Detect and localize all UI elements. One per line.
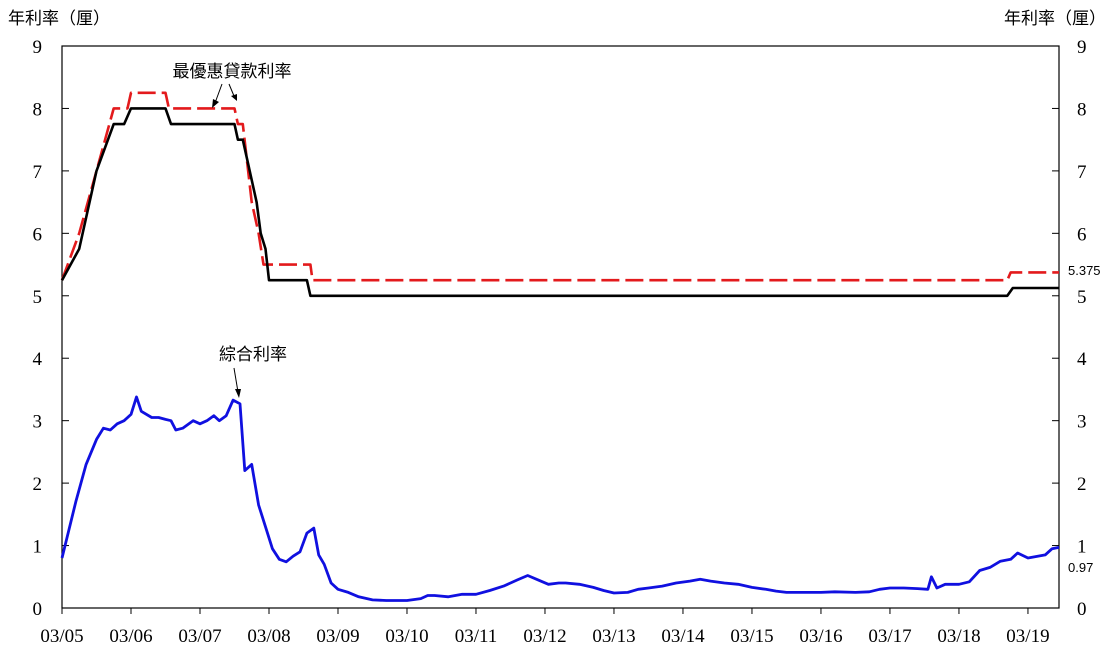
annotation-composite-arrow bbox=[233, 367, 241, 398]
right-y-axis: 0 1 2 3 4 5 6 7 8 9 bbox=[1052, 37, 1087, 620]
left-y-axis: 0 1 2 3 4 5 6 7 8 9 bbox=[33, 37, 69, 620]
left-y-tick-label: 0 bbox=[33, 599, 43, 620]
series-line-prime_low bbox=[60, 107, 1059, 298]
plot-frame bbox=[61, 45, 1060, 609]
x-tick-label: 03/11 bbox=[455, 626, 498, 647]
left-y-tick-label: 8 bbox=[33, 99, 43, 120]
left-y-tick-label: 5 bbox=[33, 287, 43, 308]
right-y-tick-label: 7 bbox=[1077, 162, 1087, 183]
left-y-tick-label: 6 bbox=[33, 224, 43, 245]
left-y-tick-label: 9 bbox=[33, 37, 43, 58]
right-y-tick-label: 0 bbox=[1077, 599, 1087, 620]
series-line-composite bbox=[60, 395, 1060, 602]
x-tick-label: 03/07 bbox=[178, 626, 221, 647]
left-y-tick-label: 2 bbox=[33, 474, 43, 495]
x-tick-label: 03/14 bbox=[661, 626, 705, 647]
x-tick-label: 03/06 bbox=[109, 626, 152, 647]
x-tick-label: 03/13 bbox=[592, 626, 635, 647]
annotation-prime-arrows bbox=[212, 83, 237, 108]
left-y-tick-label: 1 bbox=[33, 537, 43, 558]
series-line-prime_high bbox=[60, 91, 1059, 282]
left-y-tick-label: 4 bbox=[33, 349, 43, 370]
annotation-prime-rate: 最優惠貸款利率 bbox=[173, 62, 292, 82]
right-y-tick-label: 2 bbox=[1077, 474, 1087, 495]
right-y-tick-label: 9 bbox=[1077, 37, 1087, 58]
x-tick-label: 03/05 bbox=[40, 626, 83, 647]
x-tick-label: 03/19 bbox=[1006, 626, 1049, 647]
left-axis-unit: 年利率（厘） bbox=[8, 9, 110, 29]
series-layer bbox=[60, 91, 1060, 602]
x-tick-label: 03/09 bbox=[316, 626, 359, 647]
x-tick-label: 03/17 bbox=[868, 626, 911, 647]
right-axis-unit: 年利率（厘） bbox=[1004, 9, 1106, 29]
left-y-tick-label: 7 bbox=[33, 162, 43, 183]
end-label-prime: 5.375 bbox=[1068, 263, 1101, 278]
right-y-tick-label: 4 bbox=[1077, 349, 1087, 370]
x-axis: 03/05 03/06 03/07 03/08 03/09 03/10 03/11 03/12… bbox=[40, 608, 1050, 647]
x-tick-label: 03/15 bbox=[730, 626, 773, 647]
x-tick-label: 03/12 bbox=[523, 626, 566, 647]
end-label-composite: 0.97 bbox=[1068, 560, 1093, 575]
right-y-tick-label: 6 bbox=[1077, 224, 1087, 245]
right-y-tick-label: 5 bbox=[1077, 287, 1087, 308]
x-tick-label: 03/10 bbox=[385, 626, 428, 647]
x-tick-label: 03/16 bbox=[799, 626, 842, 647]
x-tick-label: 03/08 bbox=[247, 626, 290, 647]
left-y-tick-label: 3 bbox=[33, 412, 43, 433]
right-y-tick-label: 8 bbox=[1077, 99, 1087, 120]
x-tick-label: 03/18 bbox=[937, 626, 980, 647]
annotation-composite-rate: 綜合利率 bbox=[219, 345, 287, 365]
right-y-tick-label: 1 bbox=[1077, 537, 1087, 558]
right-y-tick-label: 3 bbox=[1077, 412, 1087, 433]
